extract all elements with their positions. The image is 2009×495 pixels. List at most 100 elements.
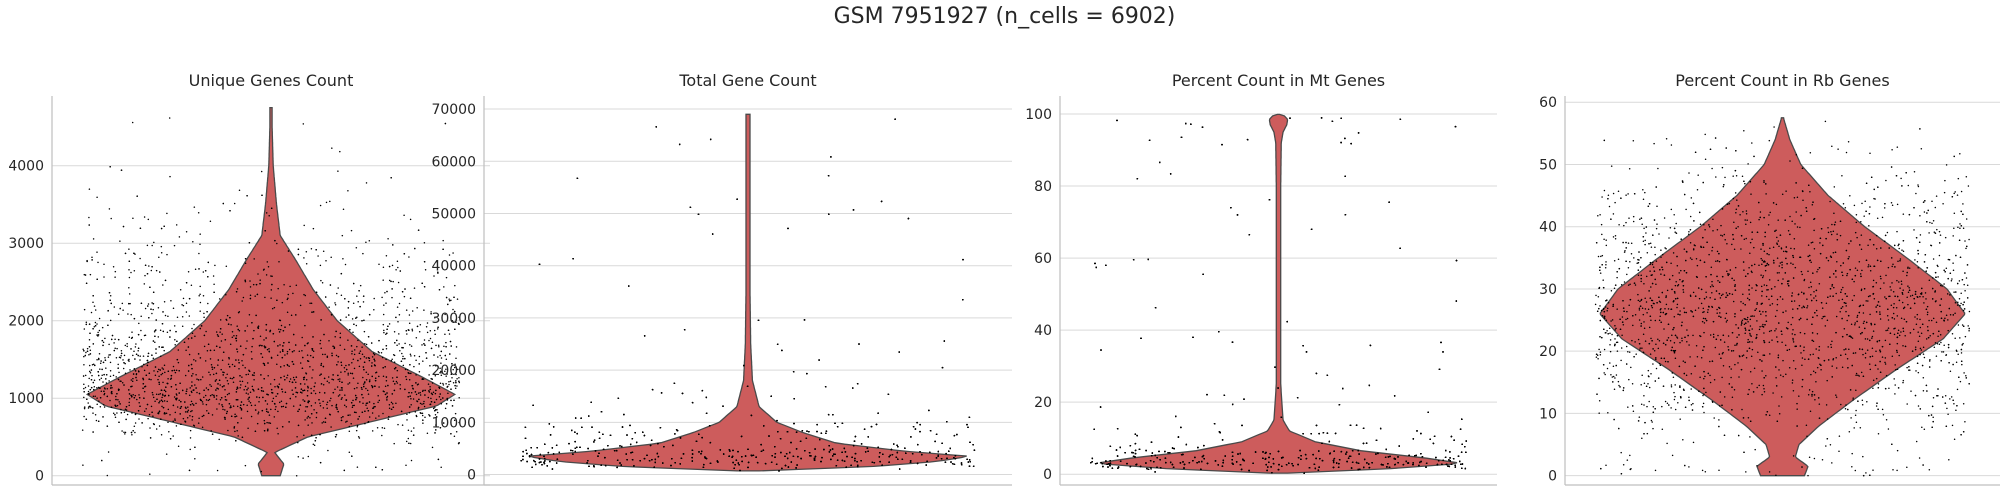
data-point <box>209 373 211 376</box>
data-point <box>233 335 235 337</box>
data-point <box>102 416 104 418</box>
data-point <box>200 399 202 401</box>
data-point <box>350 401 353 404</box>
data-point <box>175 388 178 390</box>
data-point <box>260 470 263 473</box>
data-point <box>322 421 325 423</box>
data-point <box>385 376 388 378</box>
data-point <box>834 422 836 425</box>
data-point <box>341 234 344 237</box>
data-point <box>212 373 215 376</box>
data-point <box>89 349 92 352</box>
data-point <box>276 385 279 387</box>
data-point <box>362 383 365 385</box>
data-point <box>345 368 348 371</box>
data-point <box>702 466 705 468</box>
data-point <box>235 391 238 393</box>
data-point <box>440 398 442 401</box>
data-point <box>322 407 325 409</box>
data-point <box>434 409 437 411</box>
data-point <box>300 388 303 390</box>
data-point <box>752 454 755 456</box>
data-point <box>294 344 297 346</box>
data-point <box>361 393 363 396</box>
data-point <box>148 413 151 416</box>
data-point <box>194 446 196 448</box>
data-point <box>421 403 423 405</box>
data-point <box>574 417 577 419</box>
data-point <box>177 349 180 351</box>
data-point <box>103 263 105 265</box>
data-point <box>348 364 350 366</box>
data-point <box>88 188 91 190</box>
data-point <box>278 383 281 385</box>
data-point <box>148 265 150 267</box>
data-point <box>209 220 212 223</box>
data-point <box>439 382 442 385</box>
data-point <box>375 372 377 374</box>
data-point <box>224 399 227 401</box>
data-point <box>190 337 193 339</box>
data-point <box>128 404 130 407</box>
data-point <box>153 423 155 426</box>
data-point <box>392 406 395 409</box>
data-point <box>247 373 250 376</box>
data-point <box>106 425 109 427</box>
data-point <box>205 399 208 401</box>
data-point <box>128 287 130 289</box>
data-point <box>386 395 389 398</box>
data-point <box>448 333 451 335</box>
data-point <box>107 451 110 453</box>
data-point <box>428 339 430 342</box>
data-point <box>247 393 249 395</box>
data-point <box>97 335 99 337</box>
data-point <box>282 350 284 352</box>
data-point <box>448 300 451 302</box>
data-point <box>230 323 232 326</box>
data-point <box>138 396 141 399</box>
data-point <box>616 466 618 469</box>
data-point <box>422 422 424 424</box>
data-point <box>383 427 386 430</box>
data-point <box>254 404 256 407</box>
data-point <box>382 366 384 369</box>
data-point <box>757 319 760 322</box>
data-point <box>193 389 195 391</box>
data-point <box>368 240 371 242</box>
data-point <box>381 427 384 429</box>
data-point <box>919 423 921 426</box>
data-point <box>691 456 693 459</box>
data-point <box>134 394 137 397</box>
data-point <box>337 374 339 377</box>
data-point <box>90 378 93 381</box>
data-point <box>409 344 411 346</box>
data-point <box>142 378 145 381</box>
data-point <box>382 266 385 268</box>
data-point <box>235 337 238 340</box>
data-point <box>82 348 84 351</box>
data-point <box>119 380 121 382</box>
data-point <box>265 337 267 339</box>
data-point <box>85 323 88 326</box>
data-point <box>581 426 583 429</box>
data-point <box>440 350 443 353</box>
data-point <box>276 299 278 301</box>
data-point <box>235 388 238 391</box>
data-point <box>83 407 86 410</box>
data-point <box>213 291 215 293</box>
data-point <box>232 376 235 379</box>
data-point <box>803 319 806 321</box>
data-point <box>295 391 297 393</box>
data-point <box>263 268 265 271</box>
data-point <box>104 359 107 361</box>
data-point <box>322 400 324 403</box>
data-point <box>415 415 418 418</box>
data-point <box>124 372 127 374</box>
data-point <box>190 410 192 413</box>
data-point <box>216 387 218 389</box>
data-point <box>125 409 128 411</box>
data-point <box>388 279 391 282</box>
data-point <box>340 371 342 373</box>
data-point <box>270 357 273 359</box>
data-point <box>385 344 388 347</box>
